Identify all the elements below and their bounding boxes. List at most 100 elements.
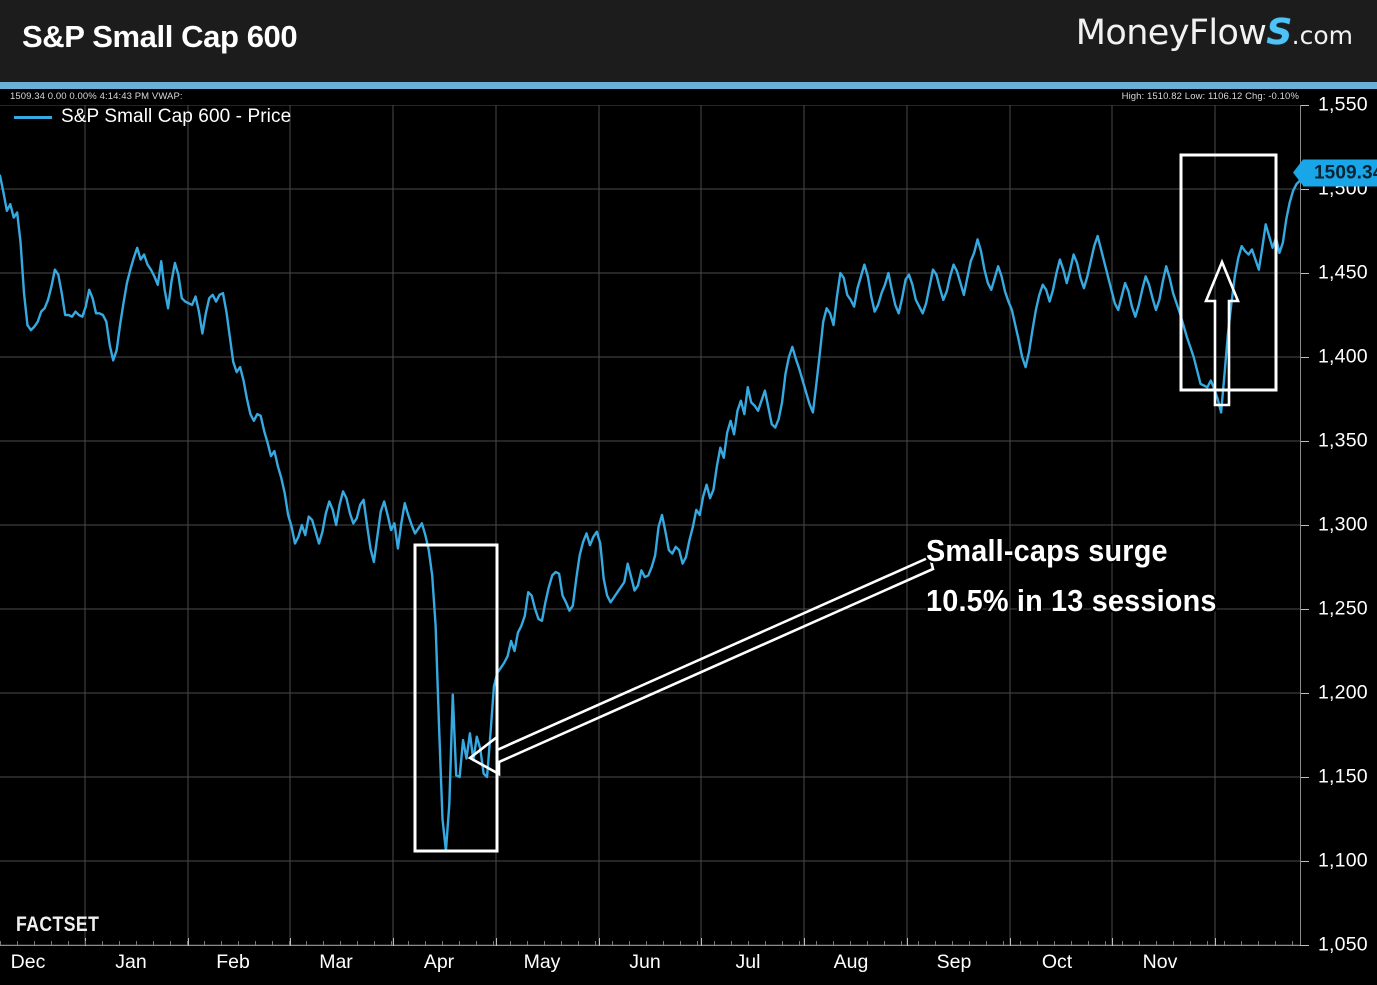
x-axis-minor-tick	[255, 941, 256, 945]
y-axis-spine	[1300, 105, 1301, 945]
x-axis-minor-tick	[1292, 941, 1293, 945]
x-axis-minor-tick	[1088, 941, 1089, 945]
page-header: S&P Small Cap 600 MoneyFlowS.com	[0, 0, 1377, 82]
x-axis-minor-tick	[1190, 941, 1191, 945]
x-axis-tick-label: Apr	[423, 951, 455, 973]
x-axis-minor-tick	[731, 941, 732, 945]
x-axis-minor-tick	[1122, 941, 1123, 945]
annotation-line-2: 10.5% in 13 sessions	[926, 583, 1217, 618]
x-axis-minor-tick	[323, 941, 324, 945]
x-axis-minor-tick	[442, 941, 443, 945]
x-axis-minor-tick	[340, 941, 341, 945]
x-axis-minor-tick	[187, 941, 188, 945]
x-axis-minor-tick	[714, 941, 715, 945]
annotation-line-1: Small-caps surge	[926, 533, 1168, 568]
x-axis-minor-tick	[595, 941, 596, 945]
x-axis-minor-tick	[408, 941, 409, 945]
x-axis-minor-tick	[918, 941, 919, 945]
x-axis-minor-tick	[1139, 941, 1140, 945]
x-axis-tick-mark	[907, 938, 908, 946]
x-axis-minor-tick	[884, 941, 885, 945]
x-axis-minor-tick	[170, 941, 171, 945]
header-divider	[0, 82, 1377, 89]
x-axis-minor-tick	[1071, 941, 1072, 945]
y-axis-tick-mark	[1300, 945, 1309, 946]
y-axis-tick-mark	[1300, 525, 1309, 526]
x-axis-minor-tick	[68, 941, 69, 945]
y-axis-tick-label: 1,350	[1318, 429, 1368, 452]
y-axis-tick-label: 1,250	[1318, 597, 1368, 620]
x-axis-minor-tick	[901, 941, 902, 945]
x-axis-minor-tick	[612, 941, 613, 945]
quote-status-left: 1509.34 0.00 0.00% 4:14:43 PM VWAP:	[10, 91, 183, 102]
x-axis-tick-mark	[1112, 938, 1113, 946]
x-axis-minor-tick	[1156, 941, 1157, 945]
x-axis-tick-mark	[701, 938, 702, 946]
price-line-chart	[0, 105, 1300, 945]
x-axis-minor-tick	[85, 941, 86, 945]
last-price-tag: 1509.34	[1292, 159, 1377, 187]
x-axis-minor-tick	[867, 941, 868, 945]
brand-money-text: MoneyFlow	[1075, 13, 1267, 53]
horizontal-gridlines	[0, 105, 1300, 945]
y-axis-tick-mark	[1300, 693, 1309, 694]
plot-area	[0, 105, 1300, 945]
legend-color-swatch	[14, 115, 52, 119]
chart-container: 1509.34 0.00 0.00% 4:14:43 PM VWAP: High…	[0, 89, 1377, 984]
x-axis-tick-mark	[599, 938, 600, 946]
y-axis-tick-mark	[1300, 105, 1309, 106]
x-axis-minor-tick	[578, 941, 579, 945]
x-axis-spine	[0, 945, 1300, 946]
x-axis-minor-tick	[476, 941, 477, 945]
x-axis-tick-label: Aug	[833, 951, 869, 973]
x-axis-minor-tick	[1224, 941, 1225, 945]
x-axis-tick-mark	[290, 938, 291, 946]
x-axis-minor-tick	[272, 941, 273, 945]
factset-watermark: FACTSET	[16, 913, 100, 936]
x-axis-minor-tick	[748, 941, 749, 945]
y-axis-tick-mark	[1300, 441, 1309, 442]
x-axis-minor-tick	[102, 941, 103, 945]
x-axis-minor-tick	[1054, 941, 1055, 945]
y-axis: 1,550 1,500 1,450 1,400 1,350 1,300 1,250 1,200…	[1300, 94, 1377, 956]
x-axis-minor-tick	[697, 941, 698, 945]
x-axis-minor-tick	[374, 941, 375, 945]
x-axis-minor-tick	[306, 941, 307, 945]
x-axis-minor-tick	[1173, 941, 1174, 945]
highlight-boxes	[413, 153, 1278, 853]
y-axis-tick-label: 1,150	[1318, 765, 1368, 788]
brand-s-glyph: S	[1266, 12, 1292, 53]
x-axis-minor-tick	[51, 941, 52, 945]
x-axis-minor-tick	[782, 941, 783, 945]
x-axis-minor-tick	[1241, 941, 1242, 945]
y-axis-tick-label: 1,100	[1318, 849, 1368, 872]
x-axis-minor-tick	[799, 941, 800, 945]
x-axis-minor-tick	[544, 941, 545, 945]
y-axis-tick-label: 1,450	[1318, 261, 1368, 284]
x-axis-minor-tick	[510, 941, 511, 945]
x-axis-minor-tick	[1258, 941, 1259, 945]
x-axis-minor-tick	[952, 941, 953, 945]
x-axis-minor-tick	[221, 941, 222, 945]
x-axis-tick-label: Jul	[735, 951, 761, 973]
x-axis-tick-mark	[393, 938, 394, 946]
x-axis-minor-tick	[34, 941, 35, 945]
x-axis-tick-label: May	[523, 951, 561, 973]
x-axis-minor-tick	[0, 941, 1, 945]
x-axis-minor-tick	[1020, 941, 1021, 945]
x-axis-minor-tick	[765, 941, 766, 945]
x-axis-tick-label: Jun	[629, 951, 661, 973]
x-axis-minor-tick	[391, 941, 392, 945]
brand-logo: MoneyFlowS.com	[1076, 12, 1353, 53]
x-axis-minor-tick	[1105, 941, 1106, 945]
x-axis-minor-tick	[238, 941, 239, 945]
legend-label: S&P Small Cap 600 - Price	[61, 106, 292, 127]
x-axis-minor-tick	[527, 941, 528, 945]
y-axis-tick-label: 1,550	[1318, 93, 1368, 116]
y-axis-tick-label: 1,200	[1318, 681, 1368, 704]
x-axis-minor-tick	[153, 941, 154, 945]
x-axis-tick-label: Jan	[115, 951, 147, 973]
y-axis-tick-mark	[1300, 861, 1309, 862]
x-axis-minor-tick	[969, 941, 970, 945]
